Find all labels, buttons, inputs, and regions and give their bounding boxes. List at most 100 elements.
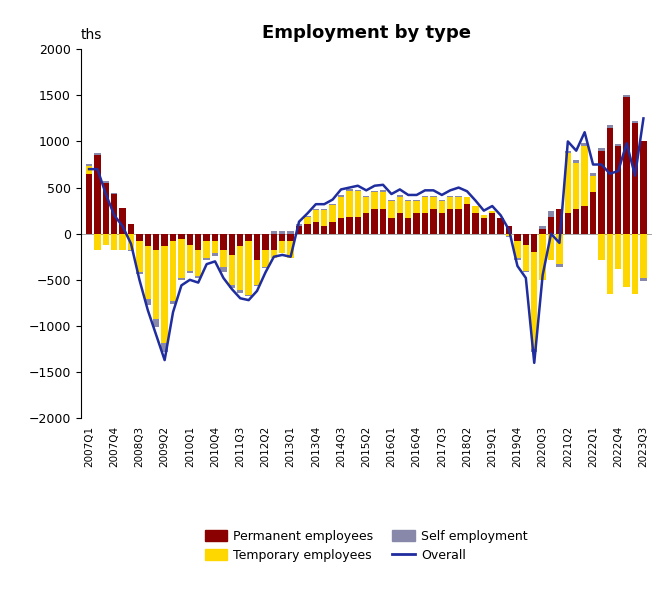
Bar bbox=[254, 260, 260, 285]
Bar bbox=[120, 234, 126, 250]
Bar bbox=[288, 231, 294, 234]
Bar bbox=[204, 258, 210, 260]
Bar bbox=[86, 166, 92, 173]
Bar bbox=[212, 241, 218, 253]
Bar bbox=[329, 221, 336, 234]
Bar bbox=[531, 252, 538, 349]
Bar bbox=[228, 285, 235, 288]
Bar bbox=[422, 213, 428, 234]
Bar bbox=[220, 234, 226, 250]
Bar bbox=[388, 218, 394, 234]
Bar bbox=[514, 241, 521, 258]
Bar bbox=[94, 153, 101, 155]
Bar bbox=[170, 234, 176, 241]
Bar bbox=[514, 258, 521, 260]
Bar bbox=[396, 197, 403, 213]
Bar bbox=[531, 349, 538, 352]
Bar bbox=[372, 191, 378, 192]
Bar bbox=[556, 234, 562, 264]
Bar bbox=[195, 276, 202, 278]
Bar bbox=[161, 343, 168, 352]
Bar bbox=[111, 193, 118, 194]
Bar bbox=[170, 241, 176, 301]
Bar bbox=[355, 217, 361, 234]
Bar bbox=[388, 201, 394, 218]
Bar bbox=[456, 197, 462, 208]
Bar bbox=[439, 213, 445, 234]
Bar bbox=[161, 234, 168, 245]
Bar bbox=[312, 221, 319, 234]
Bar bbox=[237, 290, 243, 293]
Bar bbox=[271, 231, 277, 234]
Bar bbox=[262, 234, 269, 250]
Bar bbox=[464, 197, 470, 204]
Bar bbox=[598, 234, 605, 260]
Bar bbox=[321, 226, 327, 234]
Bar bbox=[288, 234, 294, 241]
Bar bbox=[598, 151, 605, 234]
Bar bbox=[489, 213, 495, 234]
Bar bbox=[640, 234, 646, 278]
Bar bbox=[514, 234, 521, 241]
Bar bbox=[624, 234, 630, 287]
Bar bbox=[548, 210, 554, 217]
Bar bbox=[187, 245, 193, 271]
Bar bbox=[447, 208, 454, 234]
Legend: Permanent employees, Temporary employees, Self employment, Overall: Permanent employees, Temporary employees… bbox=[200, 525, 533, 567]
Bar bbox=[279, 234, 286, 241]
Bar bbox=[447, 197, 454, 208]
Bar bbox=[321, 208, 327, 210]
Bar bbox=[178, 239, 185, 278]
Bar bbox=[271, 250, 277, 258]
Bar bbox=[581, 143, 588, 146]
Bar bbox=[564, 151, 571, 153]
Bar bbox=[506, 234, 512, 236]
Bar bbox=[111, 194, 118, 234]
Bar bbox=[556, 208, 562, 234]
Bar bbox=[531, 234, 538, 252]
Bar bbox=[187, 271, 193, 273]
Bar bbox=[178, 278, 185, 280]
Bar bbox=[396, 213, 403, 234]
Bar bbox=[380, 190, 386, 192]
Bar bbox=[346, 189, 353, 191]
Bar bbox=[220, 267, 226, 272]
Bar bbox=[456, 196, 462, 197]
Bar bbox=[456, 208, 462, 234]
Bar bbox=[363, 196, 370, 197]
Bar bbox=[271, 234, 277, 250]
Bar bbox=[506, 236, 512, 237]
Bar bbox=[439, 200, 445, 201]
Bar bbox=[296, 226, 302, 234]
Bar bbox=[329, 205, 336, 221]
Bar bbox=[228, 234, 235, 255]
Bar bbox=[94, 234, 101, 250]
Bar bbox=[581, 206, 588, 234]
Bar bbox=[540, 229, 546, 234]
Bar bbox=[413, 201, 420, 213]
Bar bbox=[304, 216, 310, 217]
Bar bbox=[380, 192, 386, 208]
Bar bbox=[422, 196, 428, 197]
Bar bbox=[405, 200, 411, 201]
Bar bbox=[640, 141, 646, 234]
Bar bbox=[480, 215, 487, 218]
Bar bbox=[136, 241, 142, 271]
Bar bbox=[144, 245, 151, 299]
Bar bbox=[573, 162, 579, 208]
Bar bbox=[598, 148, 605, 151]
Bar bbox=[111, 234, 118, 250]
Bar bbox=[120, 208, 126, 234]
Bar bbox=[388, 199, 394, 201]
Bar bbox=[372, 192, 378, 208]
Bar bbox=[262, 250, 269, 267]
Bar bbox=[624, 97, 630, 234]
Bar bbox=[204, 241, 210, 258]
Bar bbox=[607, 127, 613, 234]
Bar bbox=[497, 218, 504, 234]
Bar bbox=[590, 175, 596, 192]
Bar bbox=[430, 197, 437, 208]
Bar bbox=[523, 245, 529, 271]
Bar bbox=[564, 153, 571, 213]
Bar bbox=[312, 208, 319, 210]
